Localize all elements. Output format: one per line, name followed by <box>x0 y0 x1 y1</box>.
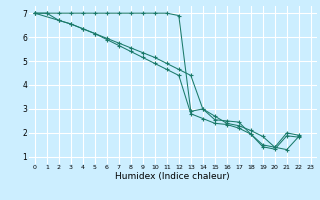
X-axis label: Humidex (Indice chaleur): Humidex (Indice chaleur) <box>116 172 230 181</box>
